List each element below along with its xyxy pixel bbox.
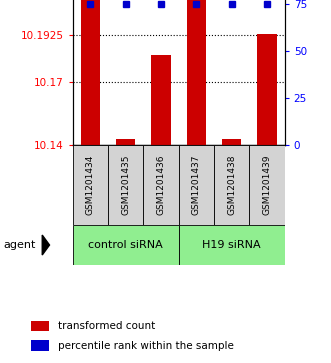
Text: GSM1201436: GSM1201436 [157,155,166,215]
Text: percentile rank within the sample: percentile rank within the sample [58,341,234,351]
Bar [179,145,214,225]
Text: GSM1201437: GSM1201437 [192,155,201,215]
Bar [73,225,179,265]
Text: H19 siRNA: H19 siRNA [202,240,261,250]
Bar [116,139,135,145]
Bar [73,145,108,225]
Text: GSM1201434: GSM1201434 [86,155,95,215]
Text: GSM1201438: GSM1201438 [227,155,236,215]
Bar [143,145,179,225]
Bar [151,55,171,145]
Text: GSM1201439: GSM1201439 [262,155,271,215]
Bar [222,139,241,145]
Text: agent: agent [4,240,36,250]
Bar [257,34,277,145]
Bar [179,225,285,265]
Bar [187,0,206,145]
Bar [31,340,49,351]
Text: control siRNA: control siRNA [88,240,163,250]
Bar [108,145,143,225]
Bar [214,145,249,225]
Polygon shape [42,235,50,255]
Bar [81,0,100,145]
Text: transformed count: transformed count [58,321,156,331]
Text: GSM1201435: GSM1201435 [121,155,130,215]
Bar [31,321,49,331]
Bar [249,145,285,225]
